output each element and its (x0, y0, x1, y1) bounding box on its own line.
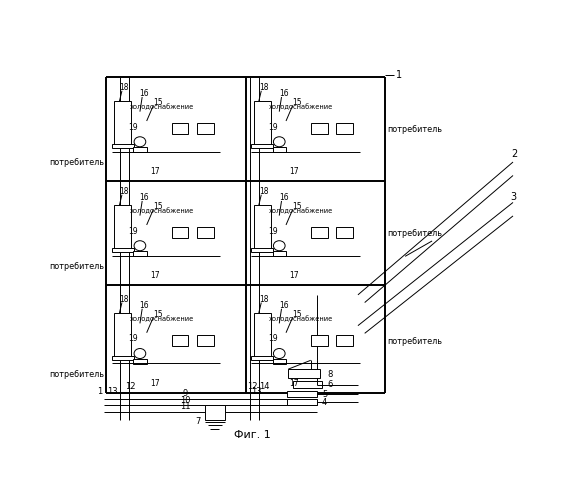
Bar (251, 144, 273, 148)
Text: 7: 7 (195, 418, 201, 426)
Bar (114, 101, 132, 145)
Bar (251, 356, 273, 360)
Text: холодоснабжение: холодоснабжение (130, 103, 194, 110)
Text: холодоснабжение: холодоснабжение (269, 207, 334, 214)
Text: 18: 18 (119, 187, 129, 196)
Text: 17: 17 (289, 168, 299, 176)
Text: 19: 19 (268, 122, 277, 132)
Text: 16: 16 (140, 194, 149, 202)
Text: холодоснабжение: холодоснабжение (269, 103, 334, 110)
Bar (172, 335, 188, 346)
Text: 10: 10 (180, 396, 190, 405)
Text: 16: 16 (279, 301, 289, 310)
Text: 15: 15 (153, 98, 163, 107)
Text: 4: 4 (322, 398, 327, 407)
Bar (288, 369, 320, 378)
Text: холодоснабжение: холодоснабжение (269, 315, 334, 322)
Bar (172, 227, 188, 238)
Bar (253, 101, 271, 145)
Text: 12: 12 (247, 382, 258, 391)
Text: 1: 1 (97, 386, 103, 396)
Bar (311, 335, 328, 346)
Text: потребитель: потребитель (49, 262, 104, 271)
Text: 2: 2 (511, 150, 517, 160)
Text: 15: 15 (153, 202, 163, 210)
Bar (311, 123, 328, 134)
Bar (133, 358, 147, 364)
Bar (197, 335, 213, 346)
Text: 19: 19 (128, 122, 138, 132)
Bar (273, 358, 286, 364)
Bar (172, 123, 188, 134)
Bar (336, 227, 353, 238)
Text: 16: 16 (140, 301, 149, 310)
Text: 18: 18 (259, 187, 269, 196)
Text: 19: 19 (128, 226, 138, 235)
Bar (197, 123, 213, 134)
Text: 18: 18 (259, 83, 269, 92)
Text: 19: 19 (128, 334, 138, 344)
Text: 17: 17 (150, 379, 160, 388)
Text: 17: 17 (289, 379, 299, 388)
Bar (293, 381, 322, 388)
Text: 8: 8 (327, 370, 333, 379)
Text: 9: 9 (182, 390, 187, 398)
Text: 13: 13 (251, 386, 262, 396)
Text: холодоснабжение: холодоснабжение (130, 207, 194, 214)
Bar (311, 227, 328, 238)
Text: 17: 17 (150, 272, 160, 280)
Bar (133, 147, 147, 152)
Text: 3: 3 (511, 192, 517, 202)
Text: 1: 1 (396, 70, 403, 81)
Text: 15: 15 (153, 310, 163, 318)
Bar (336, 335, 353, 346)
Text: потребитель: потребитель (49, 370, 104, 379)
Bar (287, 391, 317, 398)
Text: 16: 16 (140, 90, 149, 98)
Text: 19: 19 (268, 226, 277, 235)
Bar (336, 123, 353, 134)
Text: 15: 15 (292, 310, 302, 318)
Text: 13: 13 (107, 386, 118, 396)
Bar (114, 205, 132, 249)
Bar (112, 356, 133, 360)
Text: потребитель: потребитель (387, 125, 442, 134)
Text: 15: 15 (292, 98, 302, 107)
Bar (112, 144, 133, 148)
Text: 15: 15 (292, 202, 302, 210)
Bar (273, 251, 286, 256)
Bar (133, 251, 147, 256)
Bar (197, 227, 213, 238)
Bar (273, 147, 286, 152)
Bar (205, 404, 225, 420)
Bar (253, 313, 271, 356)
Text: холодоснабжение: холодоснабжение (130, 315, 194, 322)
Text: потребитель: потребитель (387, 336, 442, 345)
Text: 18: 18 (119, 295, 129, 304)
Text: потребитель: потребитель (49, 158, 104, 167)
Bar (114, 313, 132, 356)
Text: 18: 18 (119, 83, 129, 92)
Text: 19: 19 (268, 334, 277, 344)
Bar (253, 205, 271, 249)
Text: 17: 17 (150, 168, 160, 176)
Text: 16: 16 (279, 90, 289, 98)
Bar (287, 399, 317, 406)
Text: 18: 18 (259, 295, 269, 304)
Bar (112, 248, 133, 252)
Text: 16: 16 (279, 194, 289, 202)
Text: 6: 6 (327, 380, 333, 389)
Text: 11: 11 (180, 402, 190, 411)
Text: 14: 14 (259, 382, 270, 391)
Text: 12: 12 (125, 382, 136, 391)
Bar (251, 248, 273, 252)
Text: потребитель: потребитель (387, 229, 442, 238)
Text: Фиг. 1: Фиг. 1 (234, 430, 271, 440)
Text: 5: 5 (322, 390, 327, 398)
Text: 17: 17 (289, 272, 299, 280)
